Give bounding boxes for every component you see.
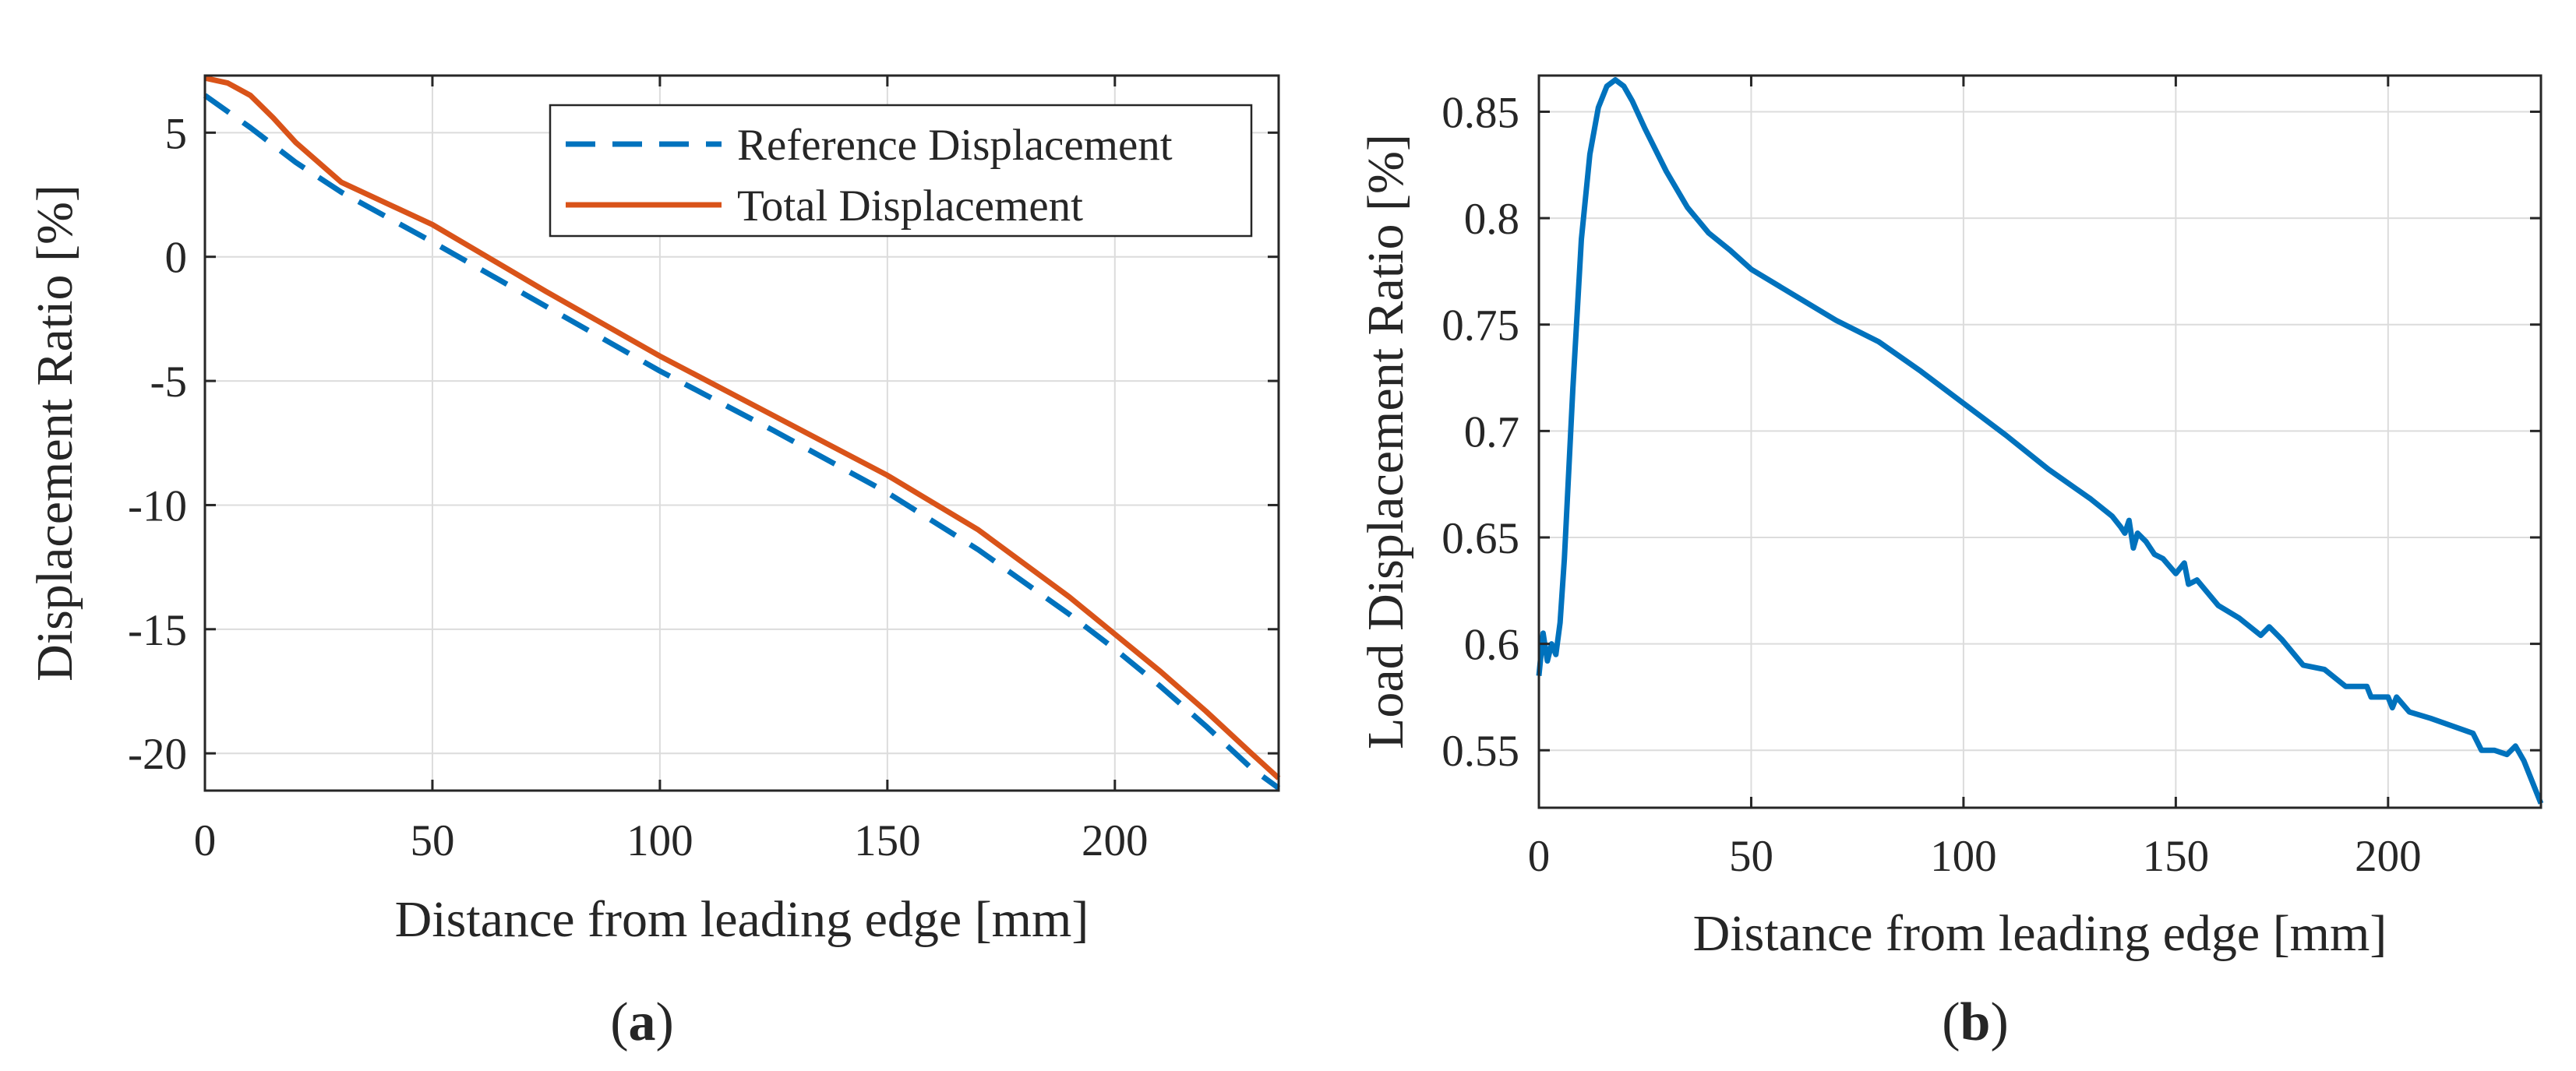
panel-b-ticks: 0 50 100 150 200 0.85 0.8 0.75 0.7 0.65 0.6 0.55 bbox=[1442, 76, 2541, 881]
panel-a-x-tick-label-150: 150 bbox=[854, 816, 921, 865]
panel-a-legend-box bbox=[549, 104, 1253, 238]
panel-b-caption: (b) bbox=[1942, 992, 2009, 1052]
panel-a-y-tick-label-5: 5 bbox=[165, 109, 188, 158]
panel-b-series-line-series-0 bbox=[1536, 77, 2544, 805]
panel-a-x-tick-label-100: 100 bbox=[626, 816, 693, 865]
panel-b-x-tick-label-200: 200 bbox=[2355, 832, 2422, 881]
panel-a-series-line-total-displacement bbox=[204, 75, 1281, 780]
panel-b-x-tick-label-0: 0 bbox=[1528, 832, 1551, 881]
panel-a-y-tick-label-15: -15 bbox=[128, 606, 187, 655]
panel-b-x-tick-label-100: 100 bbox=[1930, 832, 1997, 881]
panel-a-series bbox=[203, 75, 1281, 791]
panel-b-x-tick-label-150: 150 bbox=[2143, 832, 2210, 881]
panel-b-y-tick-label-0-55: 0.55 bbox=[1442, 727, 1519, 776]
panel-b-plot-frame bbox=[1537, 74, 2542, 809]
panel-b-chart: 0 50 100 150 200 0.85 0.8 0.75 0.7 0.65 0.6 0.55 Di… bbox=[1357, 74, 2544, 1052]
panel-b-y-tick-label-0-7: 0.7 bbox=[1464, 407, 1519, 456]
panel-a-y-tick-label-10: -10 bbox=[128, 481, 187, 530]
panel-a-plot-frame bbox=[203, 74, 1280, 792]
panel-b-y-tick-label-0-6: 0.6 bbox=[1464, 621, 1519, 670]
panel-b-y-tick-label-0-85: 0.85 bbox=[1442, 88, 1519, 137]
panel-b-y-tick-label-0-65: 0.65 bbox=[1442, 514, 1519, 563]
panel-a-y-tick-label-0: 0 bbox=[165, 234, 188, 283]
panel-b-y-tick-label-0-8: 0.8 bbox=[1464, 195, 1519, 244]
panel-a-x-tick-label-0: 0 bbox=[194, 816, 217, 865]
panel-a-y-tick-label-5: -5 bbox=[150, 358, 187, 407]
panel-a-letter: a bbox=[629, 992, 656, 1052]
panel-a-caption: (a) bbox=[610, 992, 674, 1052]
panel-a-x-tick-label-50: 50 bbox=[410, 816, 454, 865]
panel-a-x-tick-label-200: 200 bbox=[1082, 816, 1149, 865]
panel-b-letter: b bbox=[1960, 992, 1991, 1052]
panel-b-x-axis-label: Distance from leading edge [mm] bbox=[1693, 905, 2387, 962]
panel-b-series bbox=[1536, 77, 2544, 805]
panel-a-legend: Reference Displacement Total Displacemen… bbox=[549, 104, 1253, 238]
legend-label-reference-displacement: Reference Displacement bbox=[737, 121, 1173, 170]
panel-a-series-line-reference-displacement bbox=[203, 93, 1281, 791]
legend-label-total-displacement: Total Displacement bbox=[737, 181, 1083, 231]
panel-a-y-tick-label-20: -20 bbox=[128, 730, 187, 779]
panel-b-x-tick-label-50: 50 bbox=[1729, 832, 1773, 881]
panel-b-y-tick-label-0-75: 0.75 bbox=[1442, 301, 1519, 351]
panel-a-y-axis-label: Displacement Ratio [%] bbox=[26, 185, 83, 682]
panel-b-grid bbox=[1538, 76, 2541, 808]
panel-b-y-axis-label: Load Displacement Ratio [%] bbox=[1357, 134, 1414, 749]
panel-a-x-axis-label: Distance from leading edge [mm] bbox=[395, 891, 1089, 948]
